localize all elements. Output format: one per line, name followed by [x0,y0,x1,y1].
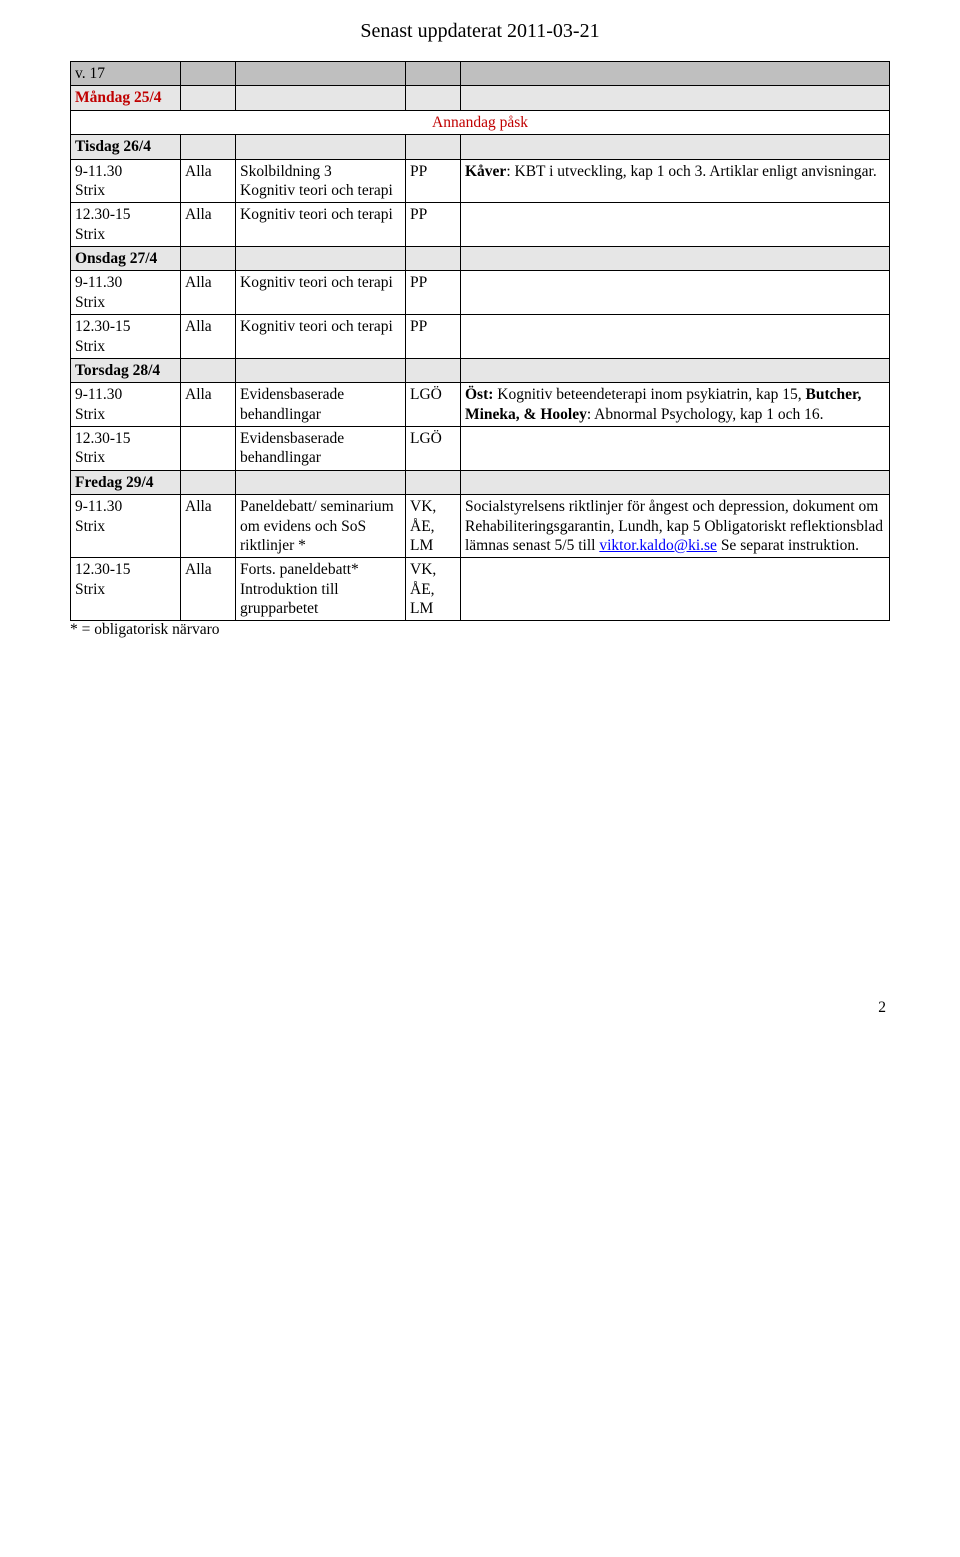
table-row: Torsdag 28/4 [71,358,890,382]
table-row: Måndag 25/4 [71,86,890,110]
what-cell: Evidensbaserade behandlingar [236,383,406,427]
note-cell: Kåver: KBT i utveckling, kap 1 och 3. Ar… [461,159,890,203]
empty-cell [406,247,461,271]
time-cell: 9-11.30 Strix [71,271,181,315]
what-cell: Kognitiv teori och terapi [236,315,406,359]
time-cell: 12.30-15 Strix [71,315,181,359]
note-cell [461,271,890,315]
code-cell: PP [406,315,461,359]
empty-cell [181,62,236,86]
empty-cell [236,358,406,382]
day-cell: Onsdag 27/4 [71,247,181,271]
code-cell: LGÖ [406,427,461,471]
note-cell [461,315,890,359]
empty-cell [461,358,890,382]
day-cell: Fredag 29/4 [71,470,181,494]
empty-cell [181,247,236,271]
day-cell: Tisdag 26/4 [71,135,181,159]
page: Senast uppdaterat 2011-03-21 v. 17 Månda… [0,0,960,1057]
day-cell: Torsdag 28/4 [71,358,181,382]
code-cell: PP [406,271,461,315]
empty-cell [181,470,236,494]
footnote: * = obligatorisk närvaro [70,621,890,639]
time-cell: 9-11.30 Strix [71,383,181,427]
note-text: Se separat instruktion. [717,537,859,554]
table-row: Tisdag 26/4 [71,135,890,159]
table-row: 9-11.30 Strix Alla Skolbildning 3 Kognit… [71,159,890,203]
empty-cell [181,86,236,110]
empty-cell [236,470,406,494]
code-cell: VK, ÅE, LM [406,495,461,558]
page-number: 2 [70,999,890,1017]
time-cell: 12.30-15 Strix [71,558,181,621]
note-cell: Öst: Kognitiv beteendeterapi inom psykia… [461,383,890,427]
holiday-cell: Annandag påsk [71,110,890,134]
who-cell: Alla [181,203,236,247]
what-cell: Evidensbaserade behandlingar [236,427,406,471]
time-cell: 12.30-15 Strix [71,203,181,247]
table-row: 9-11.30 Strix Alla Paneldebatt/ seminari… [71,495,890,558]
note-text: Kognitiv beteendeterapi inom psykiatrin,… [493,386,805,403]
empty-cell [236,135,406,159]
time-cell: 9-11.30 Strix [71,495,181,558]
who-cell: Alla [181,315,236,359]
code-cell: VK, ÅE, LM [406,558,461,621]
empty-cell [406,470,461,494]
empty-cell [461,247,890,271]
who-cell: Alla [181,495,236,558]
empty-cell [406,135,461,159]
empty-cell [461,135,890,159]
who-cell: Alla [181,159,236,203]
empty-cell [461,470,890,494]
time-cell: 9-11.30 Strix [71,159,181,203]
table-row: Onsdag 27/4 [71,247,890,271]
note-cell: Socialstyrelsens riktlinjer för ångest o… [461,495,890,558]
who-cell: Alla [181,383,236,427]
table-row: 9-11.30 Strix Alla Evidensbaserade behan… [71,383,890,427]
what-cell: Forts. paneldebatt* Introduktion till gr… [236,558,406,621]
what-cell: Kognitiv teori och terapi [236,203,406,247]
empty-cell [236,247,406,271]
note-cell [461,427,890,471]
code-cell: LGÖ [406,383,461,427]
empty-cell [461,86,890,110]
empty-cell [406,358,461,382]
note-text: : Abnormal Psychology, kap 1 och 16. [587,406,824,423]
time-cell: 12.30-15 Strix [71,427,181,471]
who-cell [181,427,236,471]
empty-cell [181,135,236,159]
note-link[interactable]: viktor.kaldo@ki.se [599,537,717,554]
empty-cell [461,62,890,86]
table-row: 12.30-15 Strix Evidensbaserade behandlin… [71,427,890,471]
empty-cell [406,86,461,110]
who-cell: Alla [181,271,236,315]
table-row: 12.30-15 Strix Alla Forts. paneldebatt* … [71,558,890,621]
table-row: 12.30-15 Strix Alla Kognitiv teori och t… [71,315,890,359]
table-row: 12.30-15 Strix Alla Kognitiv teori och t… [71,203,890,247]
schedule-table: v. 17 Måndag 25/4 Annandag påsk Tisdag 2… [70,61,890,621]
what-cell: Paneldebatt/ seminarium om evidens och S… [236,495,406,558]
empty-cell [236,62,406,86]
table-row: Annandag påsk [71,110,890,134]
table-row: 9-11.30 Strix Alla Kognitiv teori och te… [71,271,890,315]
header-updated: Senast uppdaterat 2011-03-21 [70,20,890,43]
empty-cell [181,358,236,382]
table-row: Fredag 29/4 [71,470,890,494]
note-bold: Kåver [465,163,506,180]
table-row: v. 17 [71,62,890,86]
note-cell [461,203,890,247]
week-cell: v. 17 [71,62,181,86]
what-cell: Kognitiv teori och terapi [236,271,406,315]
what-cell: Skolbildning 3 Kognitiv teori och terapi [236,159,406,203]
day-cell: Måndag 25/4 [71,86,181,110]
note-bold: Öst: [465,386,493,403]
who-cell: Alla [181,558,236,621]
note-cell [461,558,890,621]
empty-cell [406,62,461,86]
empty-cell [236,86,406,110]
code-cell: PP [406,203,461,247]
note-text: : KBT i utveckling, kap 1 och 3. Artikla… [506,163,876,180]
code-cell: PP [406,159,461,203]
